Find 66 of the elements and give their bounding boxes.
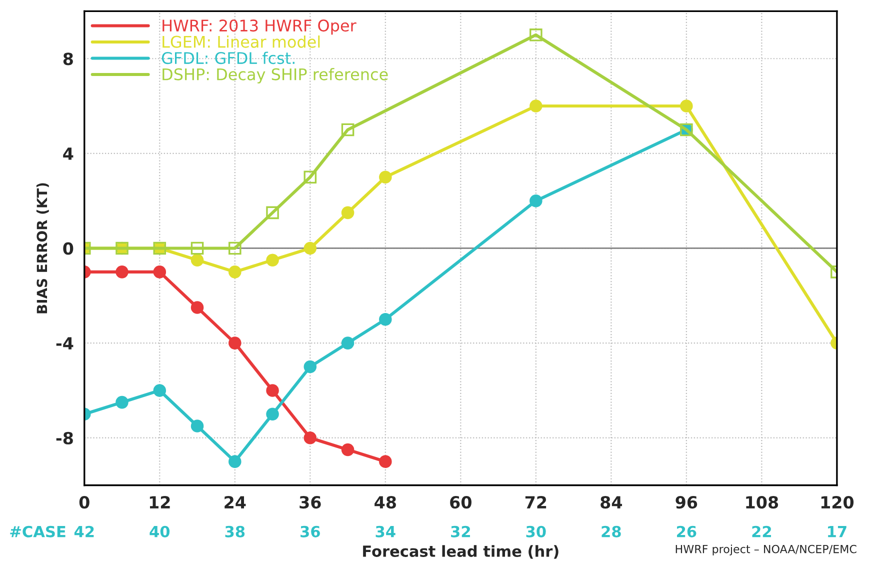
point — [379, 170, 392, 184]
legend-label: GFDL: GFDL fcst. — [162, 52, 294, 64]
point — [228, 455, 242, 468]
text: 38 — [225, 526, 245, 538]
point — [379, 312, 392, 326]
point — [266, 206, 279, 220]
x-tick-label: 12 — [150, 496, 170, 508]
point — [228, 242, 242, 255]
legend-label: DSHP: Decay SHIP reference — [162, 68, 388, 84]
text: HWRF project – NOAA/NCEP/EMC — [676, 544, 856, 556]
x-tick-label: 72 — [525, 496, 546, 508]
x-tick-label: 24 — [224, 496, 246, 508]
point — [304, 360, 317, 374]
point — [530, 100, 542, 112]
text: 28 — [602, 526, 621, 538]
x-tick-label: 108 — [746, 496, 778, 509]
y-tick-label: -8 — [56, 432, 73, 444]
point — [266, 408, 279, 421]
point — [116, 266, 128, 278]
point — [341, 206, 354, 220]
point — [228, 336, 242, 350]
text: 22 — [752, 526, 771, 538]
point — [341, 123, 354, 136]
x-tick-label: 120 — [821, 496, 854, 509]
point — [304, 170, 317, 184]
x-tick-label: 48 — [374, 496, 396, 509]
point — [190, 420, 204, 432]
point — [530, 28, 542, 42]
text: 36 — [300, 526, 320, 538]
point — [153, 384, 166, 397]
text: #CASE — [10, 526, 66, 538]
point — [530, 194, 542, 208]
point — [304, 431, 317, 444]
text: 30 — [526, 526, 546, 538]
point — [341, 443, 354, 456]
x-tick-label: 84 — [600, 496, 622, 509]
text: 32 — [451, 526, 470, 538]
text: 42 — [74, 526, 94, 538]
text: 17 — [828, 526, 846, 538]
text: 26 — [677, 526, 696, 538]
x-tick-label: 36 — [300, 496, 321, 509]
text: 40 — [150, 526, 170, 538]
point — [379, 455, 392, 468]
point — [153, 266, 166, 278]
point — [304, 242, 317, 255]
x-tick-label: 96 — [676, 496, 698, 509]
point — [190, 301, 204, 314]
y-tick-label: 8 — [63, 52, 73, 66]
point — [341, 336, 354, 350]
point — [266, 254, 279, 266]
point — [190, 254, 204, 266]
x-axis-title: Forecast lead time (hr) — [363, 545, 558, 559]
x-tick-label: 60 — [450, 496, 472, 509]
point — [190, 242, 204, 255]
legend-label: HWRF: 2013 HWRF Oper — [162, 19, 356, 35]
y-axis-title: BIAS ERROR (KT) — [36, 183, 49, 314]
point — [680, 100, 693, 112]
y-tick-label: 0 — [63, 242, 74, 255]
legend-label: LGEM: Linear model — [162, 35, 320, 48]
point — [266, 384, 279, 397]
y-tick-label: -4 — [56, 337, 74, 350]
text: 34 — [376, 526, 396, 538]
x-tick-label: 0 — [79, 496, 90, 509]
point — [228, 266, 242, 278]
y-tick-label: 4 — [63, 148, 74, 160]
point — [116, 396, 128, 409]
